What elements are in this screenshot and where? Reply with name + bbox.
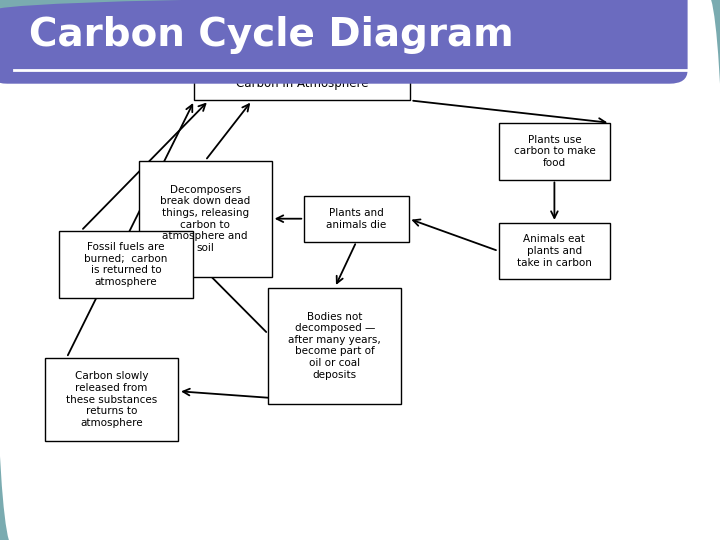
Text: Plants and
animals die: Plants and animals die — [326, 208, 387, 230]
FancyBboxPatch shape — [59, 231, 192, 298]
FancyBboxPatch shape — [138, 160, 271, 276]
Text: Carbon slowly
released from
these substances
returns to
atmosphere: Carbon slowly released from these substa… — [66, 372, 157, 428]
Text: Animals eat
plants and
take in carbon: Animals eat plants and take in carbon — [517, 234, 592, 268]
Text: Decomposers
break down dead
things, releasing
carbon to
atmosphere and
soil: Decomposers break down dead things, rele… — [160, 185, 251, 253]
FancyBboxPatch shape — [0, 0, 688, 84]
FancyBboxPatch shape — [194, 67, 410, 100]
FancyBboxPatch shape — [498, 123, 611, 179]
FancyBboxPatch shape — [498, 222, 611, 280]
FancyBboxPatch shape — [45, 357, 179, 442]
FancyBboxPatch shape — [269, 287, 402, 404]
FancyBboxPatch shape — [304, 195, 409, 241]
Text: Carbon Cycle Diagram: Carbon Cycle Diagram — [29, 16, 513, 54]
Text: Carbon in Atmosphere: Carbon in Atmosphere — [236, 77, 369, 90]
Text: Bodies not
decomposed —
after many years,
become part of
oil or coal
deposits: Bodies not decomposed — after many years… — [289, 312, 381, 380]
Text: Fossil fuels are
burned;  carbon
is returned to
atmosphere: Fossil fuels are burned; carbon is retur… — [84, 242, 168, 287]
Text: Plants use
carbon to make
food: Plants use carbon to make food — [513, 134, 595, 168]
